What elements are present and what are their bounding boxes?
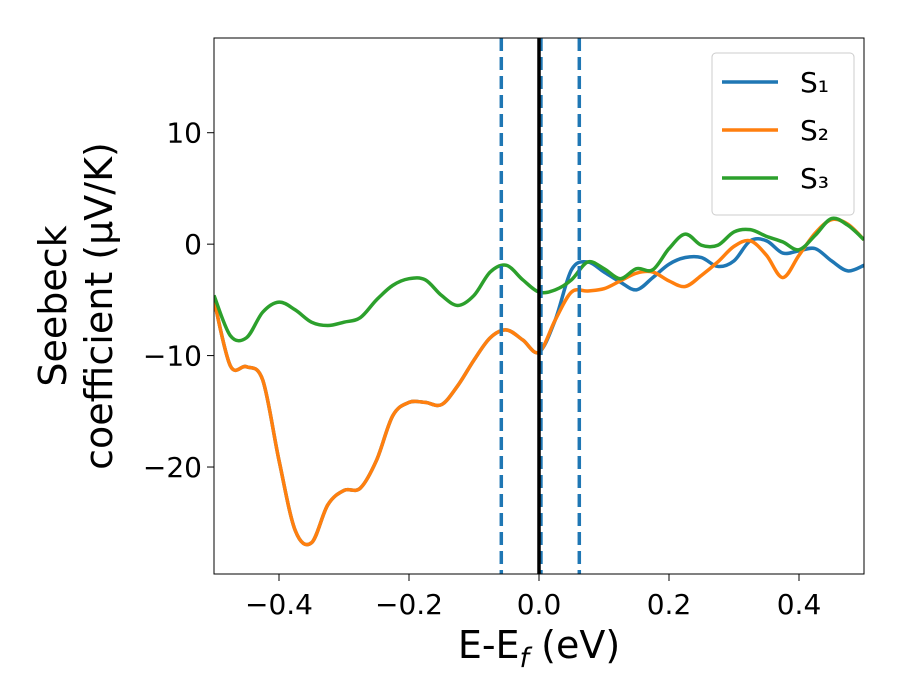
x-tick-label: 0.4 [777, 588, 822, 621]
plot-area [214, 38, 864, 574]
legend-box [711, 52, 855, 216]
x-label-part: (eV) [529, 623, 620, 667]
y-tick-label: 0 [184, 228, 202, 261]
x-label-part: E-E [458, 623, 520, 667]
x-axis-label: E-Ef (eV) [458, 623, 620, 674]
y-tick-label: −20 [143, 451, 202, 484]
x-tick-label: 0.0 [517, 588, 562, 621]
y-tick-label: −10 [143, 340, 202, 373]
x-tick-label: 0.2 [647, 588, 692, 621]
legend-label: S₂ [800, 114, 829, 147]
x-tick-label: −0.2 [375, 588, 443, 621]
legend-label: S₃ [800, 162, 829, 195]
y-axis-label: Seebeck coefficient (μV/K) [31, 142, 121, 470]
y-tick-label: 10 [166, 117, 202, 150]
y-label-line: Seebeck [31, 225, 75, 386]
plot-frame [213, 37, 865, 575]
series-line [214, 217, 864, 547]
legend-label: S₁ [800, 66, 829, 99]
x-tick-label: −0.4 [245, 588, 313, 621]
y-label-line: coefficient (μV/K) [77, 142, 121, 470]
